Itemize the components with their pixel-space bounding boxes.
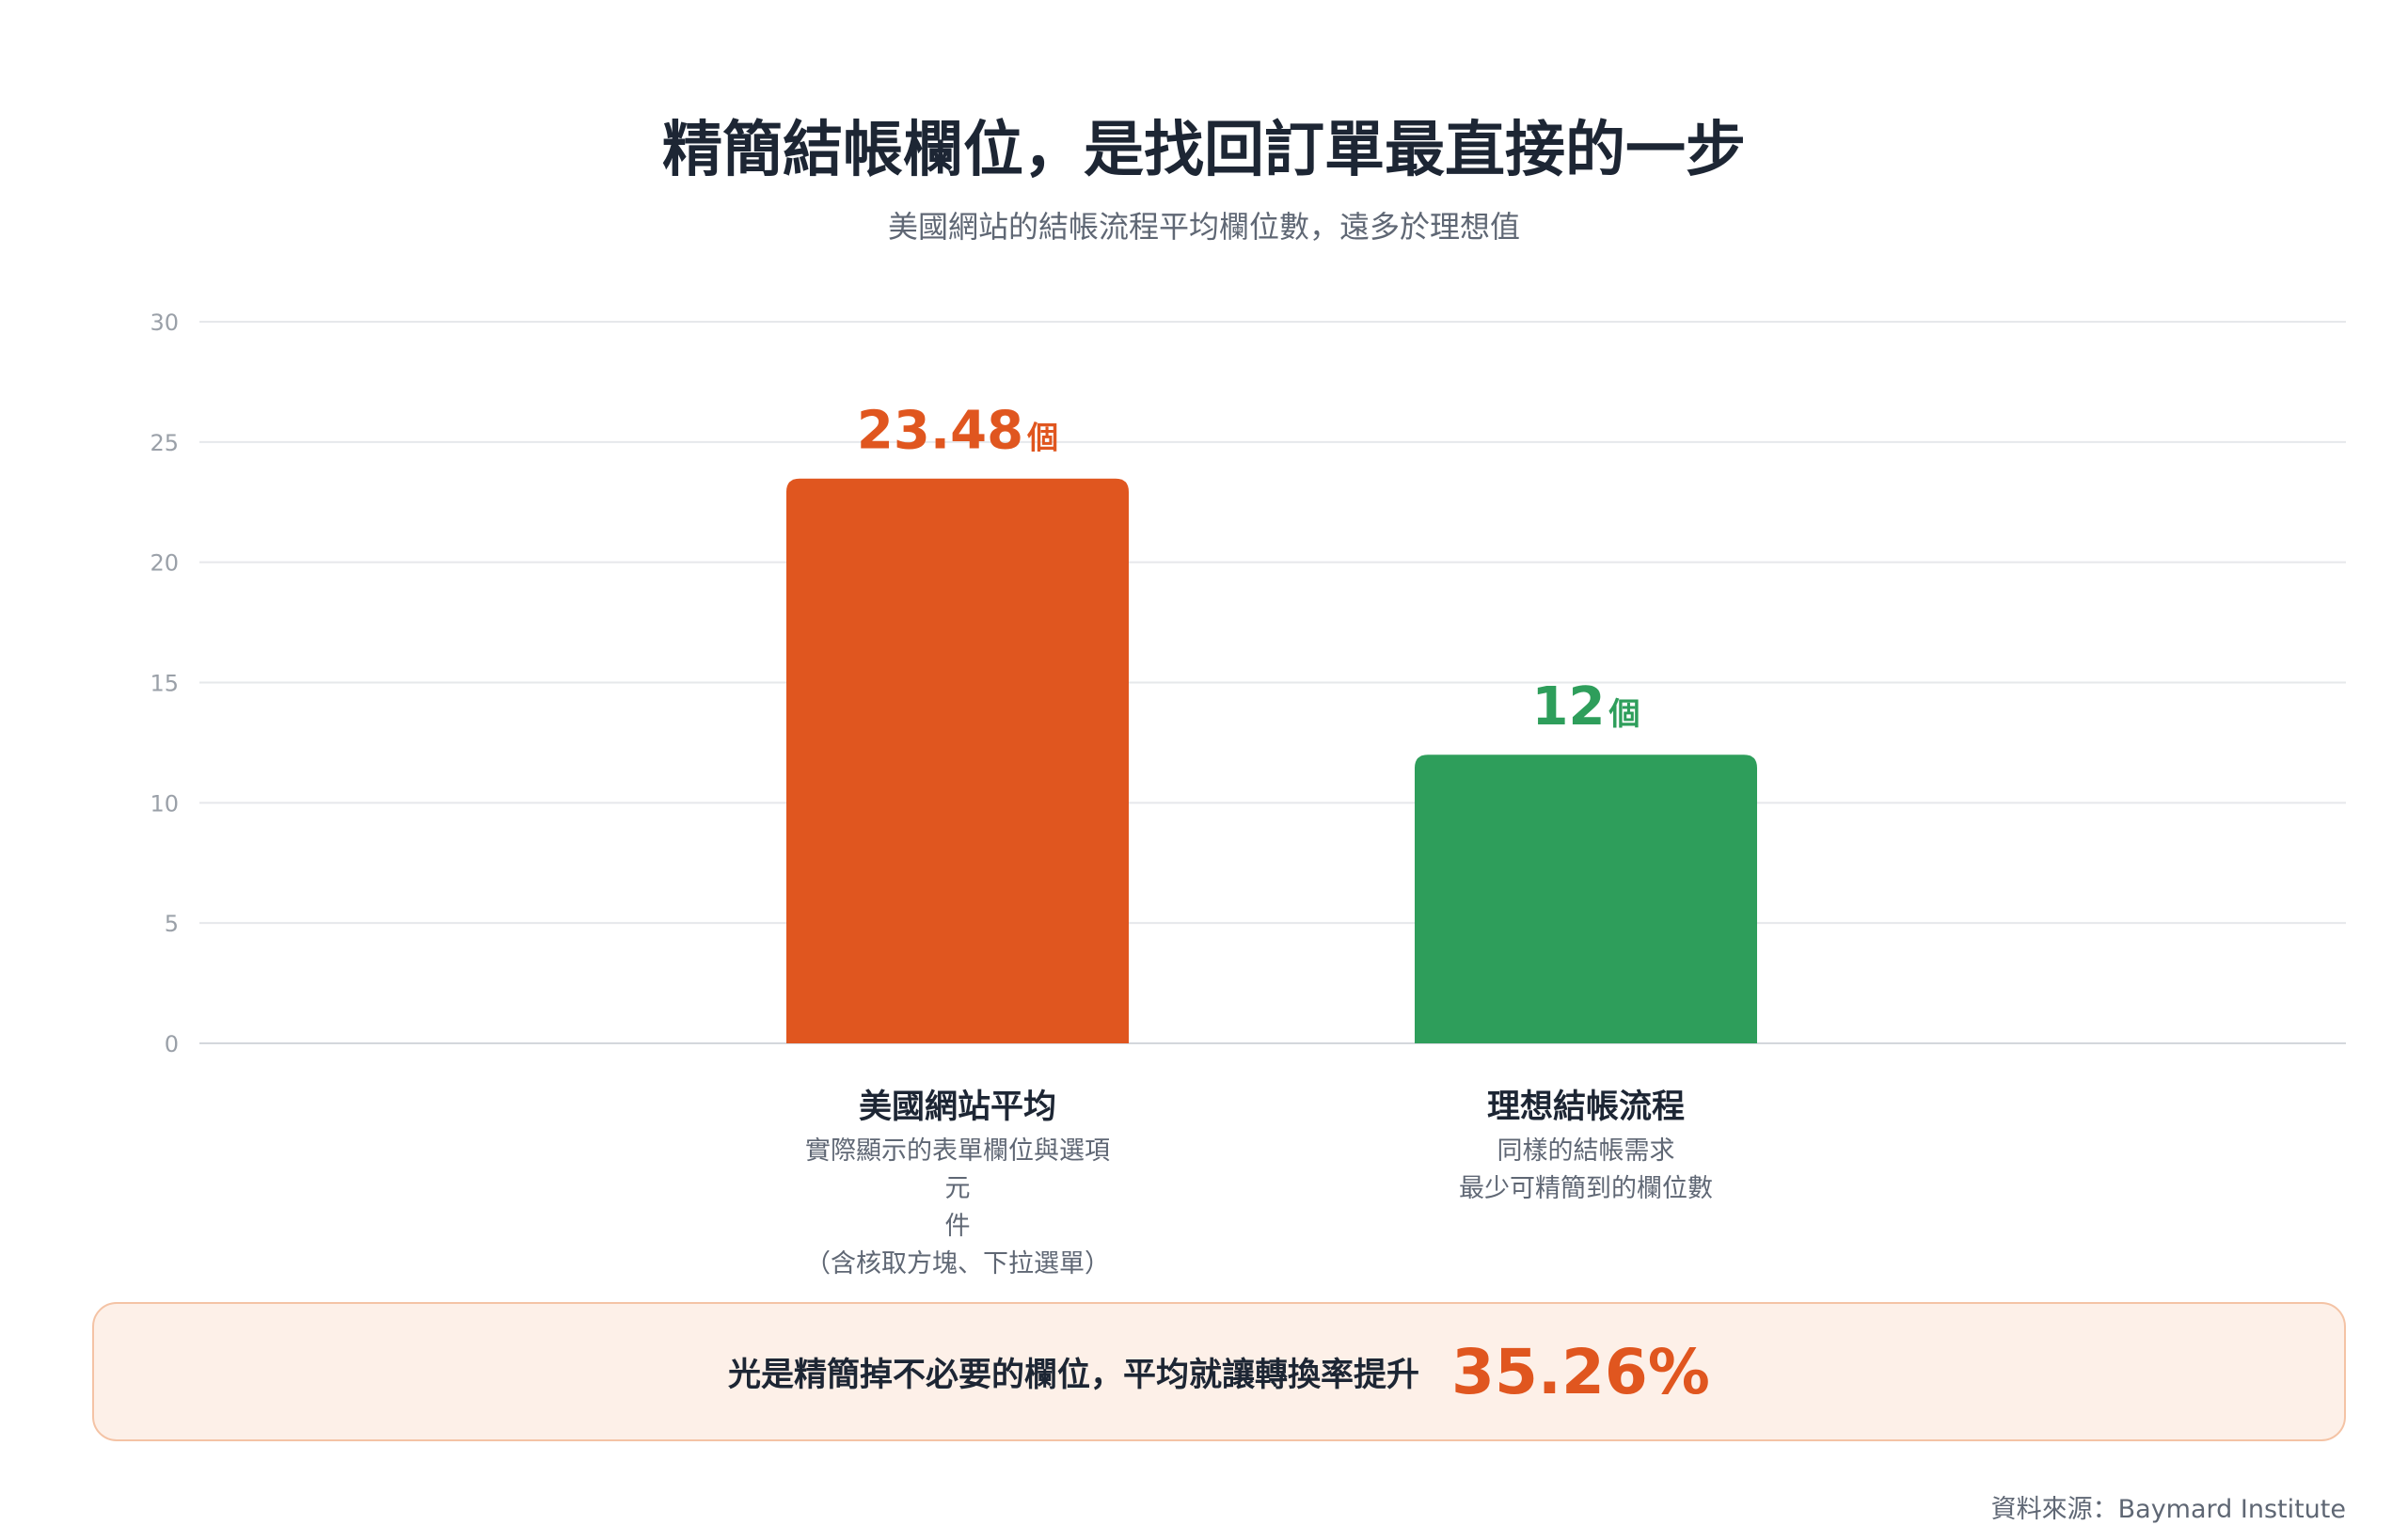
y-tick-label: 30 <box>150 310 179 336</box>
y-tick-label: 0 <box>165 1031 179 1057</box>
value-label: 12 個 <box>1532 676 1640 738</box>
source-note: 資料來源：Baymard Institute <box>1990 1495 2346 1524</box>
y-tick-label: 10 <box>150 790 179 817</box>
description-line: 實際顯示的表單欄位與選項元 <box>805 1136 1110 1203</box>
category-description-us-average: 實際顯示的表單欄位與選項元 件 （含核取方塊、下拉選單） <box>798 1133 1117 1283</box>
value-label: 23.48 個 <box>857 401 1058 462</box>
y-tick-label: 25 <box>150 430 179 456</box>
bar <box>1415 755 1757 1043</box>
chart-subtitle: 美國網站的結帳流程平均欄位數，遠多於理想值 <box>887 209 1520 245</box>
callout-text: 光是精簡掉不必要的欄位，平均就讓轉換率提升 <box>728 1356 1420 1394</box>
chart-title: 精簡結帳欄位，是找回訂單最直接的一步 <box>662 116 1746 185</box>
y-tick-label: 15 <box>150 671 179 697</box>
conversion-callout: 光是精簡掉不必要的欄位，平均就讓轉換率提升 35.26% <box>92 1302 2346 1441</box>
description-line: （含核取方塊、下拉選單） <box>805 1249 1110 1279</box>
bar <box>786 478 1129 1043</box>
description-line: 件 <box>944 1212 971 1241</box>
y-tick-label: 20 <box>150 550 179 577</box>
description-line: 同樣的結帳需求 <box>1497 1136 1675 1166</box>
bar-chart: 0 5 10 15 20 25 30 23.48 個 12 個 <box>150 310 2346 1057</box>
category-label-us-average: 美國網站平均 <box>858 1088 1056 1126</box>
category-description-ideal-checkout: 同樣的結帳需求 最少可精簡到的欄位數 <box>1426 1133 1746 1208</box>
description-line: 最少可精簡到的欄位數 <box>1459 1174 1713 1203</box>
category-label-ideal-checkout: 理想結帳流程 <box>1486 1088 1685 1126</box>
callout-value: 35.26% <box>1451 1335 1710 1408</box>
y-tick-label: 5 <box>165 911 179 937</box>
